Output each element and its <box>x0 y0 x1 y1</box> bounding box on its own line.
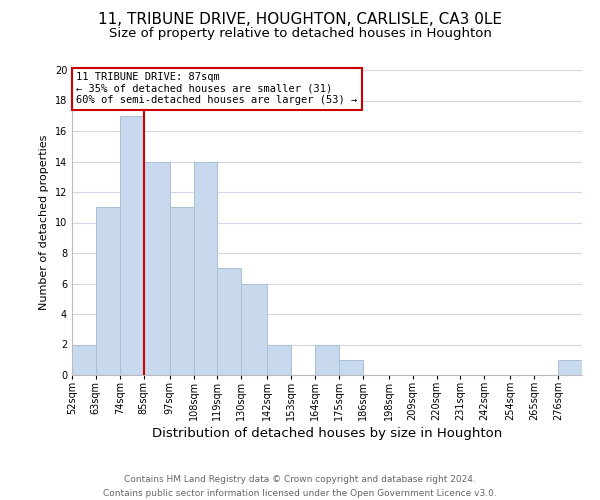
Bar <box>170 207 194 375</box>
Bar <box>339 360 363 375</box>
Bar <box>96 207 120 375</box>
Text: Contains HM Land Registry data © Crown copyright and database right 2024.
Contai: Contains HM Land Registry data © Crown c… <box>103 476 497 498</box>
Bar <box>241 284 268 375</box>
Bar <box>72 344 96 375</box>
Text: Size of property relative to detached houses in Houghton: Size of property relative to detached ho… <box>109 28 491 40</box>
Y-axis label: Number of detached properties: Number of detached properties <box>39 135 49 310</box>
Bar <box>315 344 339 375</box>
X-axis label: Distribution of detached houses by size in Houghton: Distribution of detached houses by size … <box>152 427 502 440</box>
Text: 11 TRIBUNE DRIVE: 87sqm
← 35% of detached houses are smaller (31)
60% of semi-de: 11 TRIBUNE DRIVE: 87sqm ← 35% of detache… <box>76 72 358 106</box>
Bar <box>217 268 241 375</box>
Bar <box>268 344 291 375</box>
Bar <box>120 116 143 375</box>
Bar <box>558 360 582 375</box>
Bar <box>143 162 170 375</box>
Text: 11, TRIBUNE DRIVE, HOUGHTON, CARLISLE, CA3 0LE: 11, TRIBUNE DRIVE, HOUGHTON, CARLISLE, C… <box>98 12 502 28</box>
Bar <box>194 162 217 375</box>
